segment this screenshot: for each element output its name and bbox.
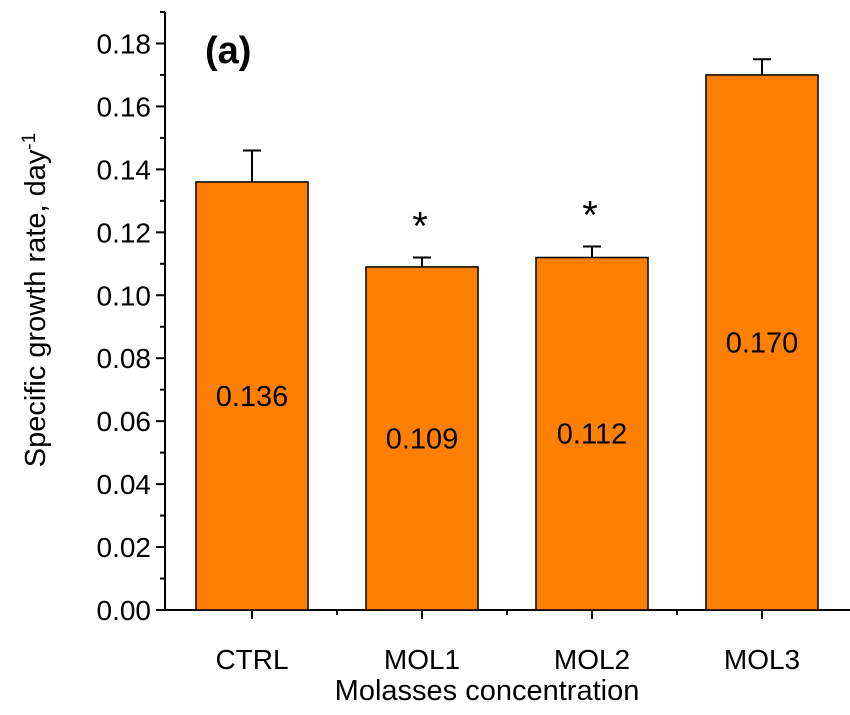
- y-axis: 0.00 0.02 0.04 0.06 0.08 0.10 0.12 0.14 0.16 0.18: [97, 11, 166, 626]
- bars: 0.136 0.109 * 0.112 * 0.170: [195, 58, 819, 611]
- significance-marker: *: [582, 193, 598, 237]
- y-tick-label: 0.00: [97, 595, 152, 626]
- bar: [535, 256, 649, 611]
- bar-value-label: 0.112: [557, 419, 627, 451]
- panel-label: (a): [205, 30, 251, 72]
- bar-value-label: 0.109: [386, 423, 459, 455]
- x-tick-label: MOL2: [554, 644, 630, 675]
- x-axis: CTRL MOL1 MOL2 MOL3: [165, 609, 850, 675]
- y-tick-label: 0.18: [97, 28, 152, 59]
- y-tick-label: 0.12: [97, 217, 152, 248]
- bar: [195, 181, 309, 611]
- y-axis-title-superscript: -1: [19, 133, 40, 150]
- y-axis-title-text: Specific growth rate, day: [20, 149, 52, 467]
- bar: [705, 74, 819, 611]
- x-axis-title: Molasses concentration: [335, 675, 640, 707]
- y-tick-label: 0.04: [97, 469, 152, 500]
- x-tick-label: MOL1: [384, 644, 460, 675]
- y-tick-label: 0.10: [97, 280, 152, 311]
- bar: [365, 266, 479, 611]
- y-tick-label: 0.06: [97, 406, 152, 437]
- y-tick-label: 0.08: [97, 343, 152, 374]
- y-axis-title: Specific growth rate, day-1: [19, 133, 53, 467]
- bar-value-label: 0.170: [726, 327, 799, 359]
- y-tick-label: 0.02: [97, 532, 152, 563]
- significance-marker: *: [412, 204, 428, 248]
- bar-value-label: 0.136: [216, 381, 289, 413]
- x-tick-label: MOL3: [724, 644, 800, 675]
- y-tick-label: 0.16: [97, 91, 152, 122]
- y-tick-label: 0.14: [97, 154, 152, 185]
- x-tick-label: CTRL: [215, 644, 288, 675]
